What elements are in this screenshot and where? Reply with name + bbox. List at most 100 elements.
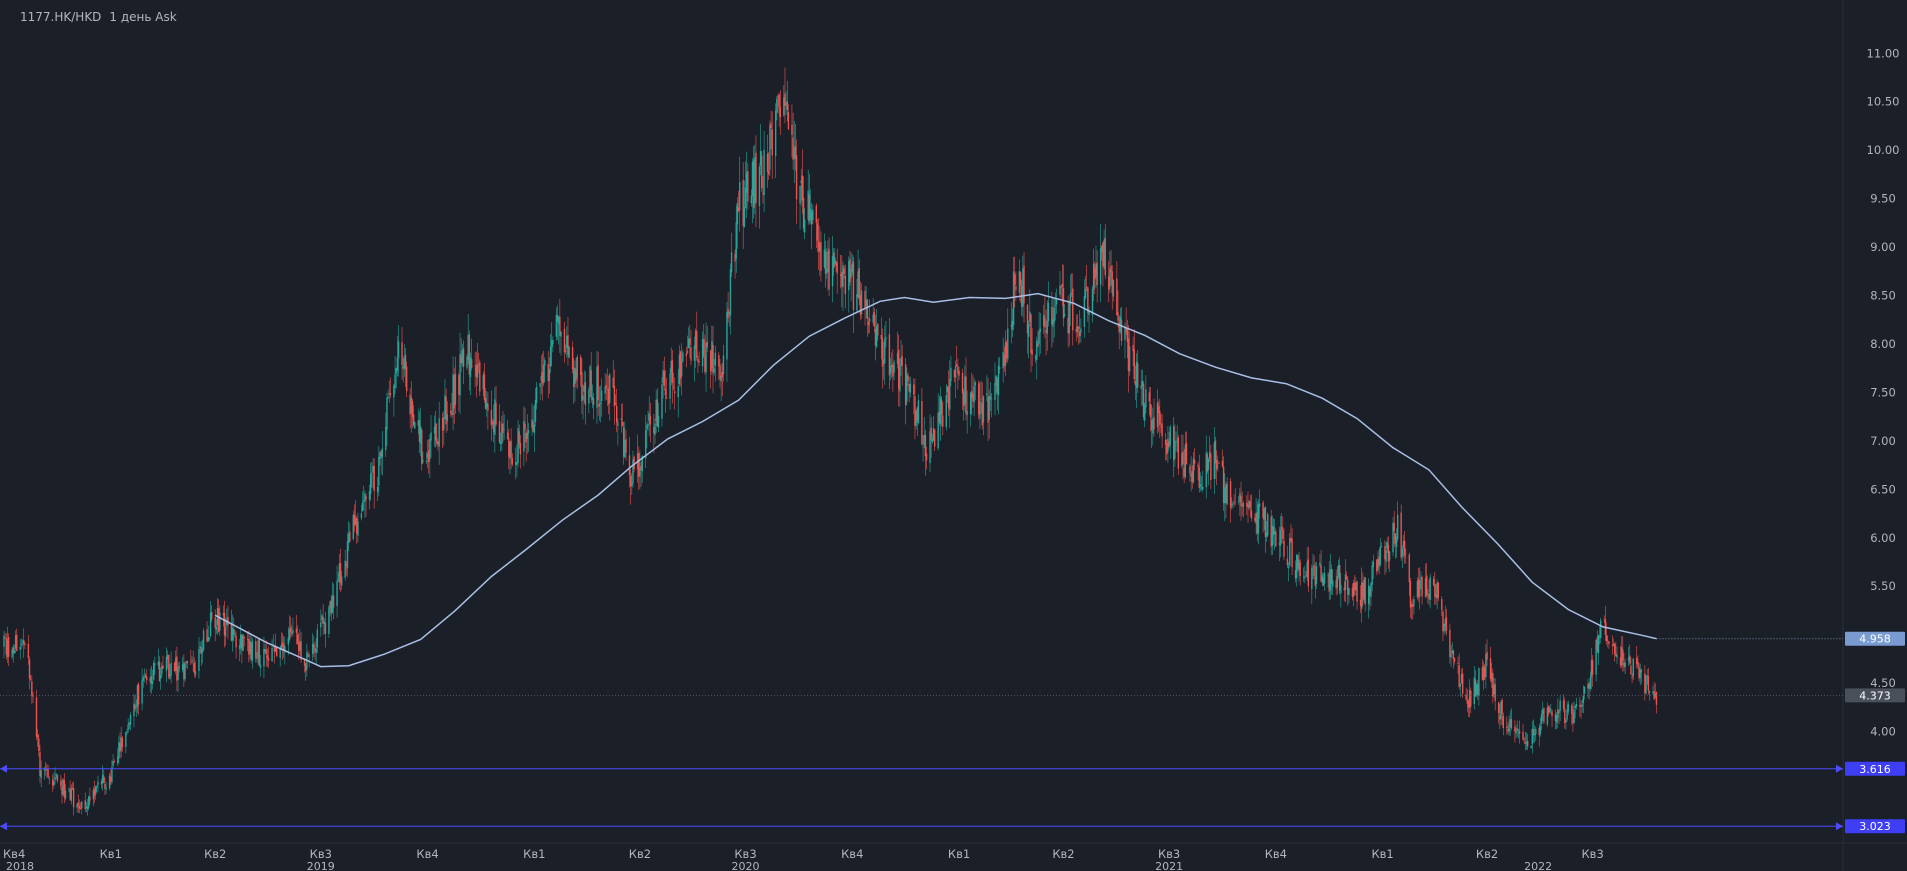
candle-body bbox=[541, 372, 544, 384]
legend-symbol[interactable]: 1177.HK/HKD bbox=[20, 10, 102, 24]
candle-body bbox=[844, 276, 847, 294]
candle-body bbox=[143, 676, 146, 678]
candle-body bbox=[402, 365, 404, 369]
candle-body bbox=[1241, 505, 1243, 507]
candle-body bbox=[259, 664, 262, 668]
candle-body bbox=[168, 654, 170, 678]
candle-body bbox=[222, 613, 225, 616]
candle-body bbox=[226, 619, 228, 626]
price-label-badge[interactable] bbox=[1845, 761, 1905, 776]
candle-body bbox=[1234, 501, 1236, 503]
candle-body bbox=[795, 155, 798, 200]
candle-body bbox=[1270, 516, 1272, 547]
candle-body bbox=[980, 398, 982, 400]
candle-body bbox=[1388, 551, 1391, 561]
candle-body bbox=[1450, 654, 1452, 658]
candle-body bbox=[1023, 265, 1025, 304]
candle-body bbox=[108, 775, 111, 789]
candle-body bbox=[1351, 587, 1354, 597]
candle-body bbox=[510, 440, 512, 458]
candle-body bbox=[1075, 329, 1077, 332]
candle-body bbox=[892, 365, 894, 377]
candle-body bbox=[939, 397, 942, 425]
candle-body bbox=[1152, 418, 1154, 434]
candle-body bbox=[1508, 724, 1510, 733]
candle-body bbox=[576, 356, 578, 379]
candle-body bbox=[1639, 669, 1641, 678]
candle-body bbox=[395, 367, 397, 374]
candle-body bbox=[819, 243, 821, 253]
candle-body bbox=[200, 647, 202, 654]
time-axis-quarter-label: Кв4 bbox=[3, 847, 25, 861]
legend-interval[interactable]: 1 день bbox=[109, 10, 152, 24]
candle-body bbox=[1582, 695, 1585, 704]
legend-price-type[interactable]: Ask bbox=[155, 10, 177, 24]
price-label-badge[interactable] bbox=[1845, 688, 1905, 703]
candle-body bbox=[381, 448, 384, 458]
price-label-text: 3.616 bbox=[1859, 763, 1891, 776]
candle-body bbox=[1385, 550, 1387, 562]
candle-body bbox=[11, 649, 13, 658]
candle-body bbox=[267, 657, 270, 661]
candle-body bbox=[105, 787, 107, 790]
candle-body bbox=[501, 423, 503, 445]
candle-body bbox=[777, 96, 779, 98]
candle-body bbox=[896, 352, 899, 364]
candle-body bbox=[1296, 554, 1298, 579]
candle-body bbox=[162, 665, 164, 669]
candle-body bbox=[726, 311, 728, 360]
candle-body bbox=[1213, 442, 1216, 479]
candle-body bbox=[320, 622, 322, 628]
candle-body bbox=[787, 112, 790, 130]
candle-body bbox=[451, 413, 453, 416]
candle-body bbox=[597, 365, 599, 401]
candle-body bbox=[1193, 460, 1196, 464]
moving-average-line[interactable] bbox=[214, 292, 1657, 668]
candle-body bbox=[503, 429, 505, 430]
candle-body bbox=[1011, 320, 1014, 330]
candle-body bbox=[758, 166, 761, 207]
candle-body bbox=[255, 640, 257, 659]
time-axis-quarter-label: Кв2 bbox=[1052, 847, 1074, 861]
price-axis-tick-label: 6.00 bbox=[1870, 531, 1896, 545]
candle-body bbox=[1112, 279, 1115, 297]
candle-body bbox=[150, 676, 153, 684]
candle-body bbox=[1378, 556, 1380, 567]
candle-body bbox=[394, 374, 396, 389]
candle-body bbox=[555, 314, 558, 337]
candle-body bbox=[820, 242, 822, 271]
price-label-badge[interactable] bbox=[1845, 631, 1905, 646]
candle-body bbox=[831, 256, 834, 287]
candle-body bbox=[1600, 620, 1602, 639]
candle-body bbox=[387, 396, 389, 399]
candle-body bbox=[682, 352, 684, 362]
candle-body bbox=[899, 365, 901, 392]
candle-body bbox=[1524, 741, 1527, 744]
candle-body bbox=[946, 386, 949, 393]
candle-body bbox=[605, 385, 607, 389]
price-label-badge[interactable] bbox=[1845, 819, 1905, 834]
candle-body bbox=[1174, 440, 1176, 459]
candle-body bbox=[849, 258, 851, 283]
candle-body bbox=[1608, 641, 1610, 644]
candle-body bbox=[233, 629, 235, 635]
candle-body bbox=[487, 404, 489, 411]
candle-body bbox=[1169, 426, 1171, 446]
candle-body bbox=[414, 422, 416, 429]
candle-body bbox=[649, 415, 652, 425]
price-label-text: 4.958 bbox=[1859, 633, 1891, 646]
candle-body bbox=[157, 661, 160, 666]
candle-body bbox=[1475, 684, 1478, 696]
candle-body bbox=[1120, 319, 1123, 341]
candle-body bbox=[1355, 582, 1357, 590]
candle-body bbox=[452, 374, 454, 415]
candle-body bbox=[728, 311, 730, 314]
candle-body bbox=[151, 680, 154, 685]
candle-body bbox=[1501, 699, 1503, 715]
candle-body bbox=[152, 663, 155, 680]
candle-body bbox=[745, 172, 748, 193]
candle-body bbox=[1620, 647, 1623, 666]
candle-body bbox=[3, 635, 5, 647]
